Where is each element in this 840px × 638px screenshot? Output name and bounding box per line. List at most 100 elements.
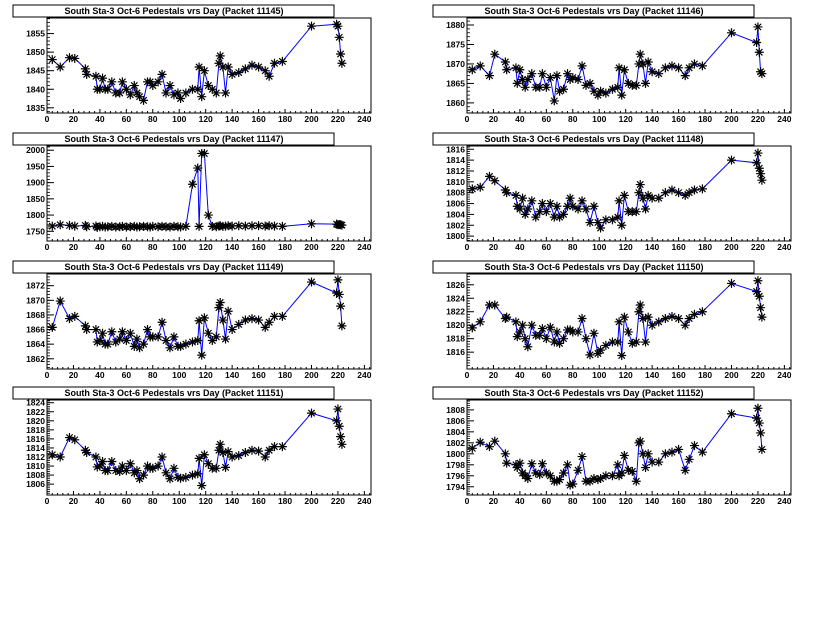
data-point-marker — [269, 221, 279, 231]
data-point-marker — [55, 296, 65, 306]
x-tick-label: 20 — [69, 496, 79, 506]
data-point-marker — [143, 325, 153, 335]
data-point-marker — [234, 221, 244, 231]
data-point-marker — [107, 221, 117, 231]
data-point-marker — [161, 336, 171, 345]
x-tick-label: 240 — [357, 370, 371, 380]
data-point-marker — [623, 327, 633, 337]
data-point-marker — [207, 84, 217, 94]
data-point-marker — [535, 82, 545, 92]
data-point-marker — [654, 69, 664, 79]
x-tick-label: 80 — [568, 114, 578, 124]
data-point-marker — [596, 223, 606, 233]
x-tick-label: 80 — [568, 242, 578, 252]
data-point-marker — [199, 148, 209, 158]
data-point-marker — [643, 57, 653, 67]
y-tick-label: 1810 — [26, 461, 45, 471]
x-tick-label: 120 — [199, 242, 213, 252]
data-point-marker — [654, 457, 664, 467]
title-box — [12, 386, 335, 400]
data-point-marker — [689, 185, 699, 195]
data-point-marker — [563, 460, 573, 470]
x-tick-label: 160 — [251, 370, 265, 380]
x-tick-label: 180 — [278, 496, 292, 506]
data-point-marker — [726, 155, 736, 165]
y-tick-label: 1812 — [446, 166, 465, 176]
data-point-marker — [511, 460, 521, 470]
data-point-marker — [589, 86, 599, 96]
x-tick-label: 40 — [515, 496, 525, 506]
data-point-marker — [157, 69, 167, 79]
data-point-marker — [47, 55, 57, 65]
data-point-marker — [157, 317, 167, 327]
data-point-marker — [215, 439, 225, 449]
x-tick-label: 120 — [619, 242, 633, 252]
data-point-marker — [333, 404, 343, 414]
data-point-marker — [565, 480, 575, 490]
data-point-marker — [619, 190, 629, 200]
y-tick-label: 1950 — [26, 161, 45, 171]
data-point-marker — [82, 222, 92, 232]
data-point-marker — [117, 461, 127, 471]
data-point-marker — [337, 439, 347, 449]
data-point-marker — [641, 78, 651, 88]
x-tick-label: 200 — [304, 370, 318, 380]
data-point-marker — [211, 463, 221, 473]
data-point-marker — [607, 215, 617, 225]
data-point-marker — [490, 176, 500, 186]
data-point-marker — [95, 461, 105, 471]
data-point-marker — [165, 474, 175, 484]
x-tick-label: 0 — [45, 114, 50, 124]
x-tick-label: 100 — [592, 370, 606, 380]
y-tick-label: 1814 — [446, 155, 465, 165]
chart-title: South Sta-3 Oct-6 Pedestals vrs Day (Pac… — [484, 388, 703, 398]
data-point-marker — [332, 416, 342, 426]
data-point-marker — [165, 222, 175, 232]
data-point-marker — [607, 471, 617, 481]
data-point-marker — [70, 435, 80, 445]
data-point-marker — [680, 465, 690, 475]
x-tick-label: 220 — [331, 370, 345, 380]
data-point-marker — [563, 69, 573, 79]
data-point-marker — [197, 481, 207, 490]
data-point-marker — [91, 452, 101, 462]
data-point-marker — [515, 65, 525, 75]
data-point-marker — [511, 63, 521, 73]
data-point-marker — [260, 452, 270, 462]
x-tick-label: 240 — [357, 242, 371, 252]
x-tick-label: 20 — [489, 114, 499, 124]
data-point-marker — [565, 193, 575, 203]
x-tick-label: 100 — [592, 242, 606, 252]
data-point-marker — [619, 450, 629, 460]
data-point-marker — [523, 342, 533, 352]
data-point-marker — [607, 84, 617, 94]
y-tick-label: 1812 — [26, 452, 45, 462]
data-point-marker — [91, 325, 101, 335]
data-point-marker — [199, 313, 209, 323]
x-tick-label: 140 — [645, 370, 659, 380]
data-point-marker — [223, 447, 233, 457]
x-tick-label: 160 — [251, 496, 265, 506]
data-point-marker — [613, 460, 623, 470]
data-point-marker — [337, 220, 347, 230]
data-point-marker — [132, 334, 142, 344]
data-point-marker — [254, 315, 264, 325]
x-tick-label: 20 — [489, 242, 499, 252]
data-point-marker — [306, 21, 316, 31]
data-point-marker — [264, 317, 274, 327]
x-tick-label: 0 — [45, 496, 50, 506]
data-point-marker — [601, 471, 611, 481]
y-tick-label: 1802 — [446, 220, 465, 230]
x-tick-label: 140 — [225, 370, 239, 380]
data-point-marker — [568, 201, 578, 211]
x-tick-label: 60 — [542, 114, 552, 124]
y-tick-label: 1818 — [446, 334, 465, 344]
data-point-marker — [502, 458, 512, 468]
data-point-marker — [689, 309, 699, 319]
data-point-marker — [193, 84, 203, 94]
data-point-marker — [187, 470, 197, 480]
chart-panel: 0 20 40 60 80 100 120 140 160 180 200 220 240 1750 180… — [12, 132, 372, 252]
data-point-marker — [240, 315, 250, 325]
data-point-marker — [756, 428, 766, 438]
data-point-marker — [667, 311, 677, 321]
